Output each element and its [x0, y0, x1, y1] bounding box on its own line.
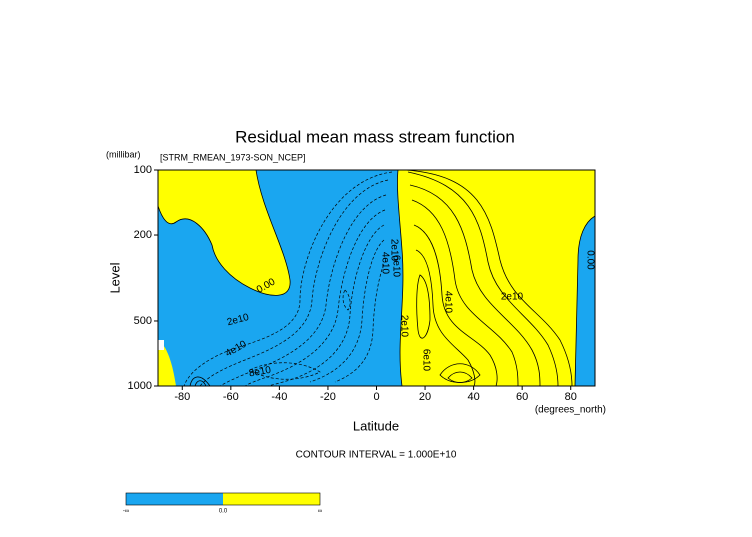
x-tick-label: 80 — [565, 391, 577, 403]
x-tick-label: 20 — [419, 391, 431, 403]
x-tick-label: -60 — [223, 391, 239, 403]
contour-label: 6e10 — [390, 255, 401, 278]
colorbar-label: -∞ — [123, 509, 129, 515]
contour-label: 4e10 — [379, 252, 390, 275]
x-axis-label: Latitude — [353, 418, 399, 433]
y-units: (millibar) — [106, 149, 141, 159]
colorbar-swatch — [126, 493, 223, 505]
positive-contours — [189, 170, 573, 386]
x-tick-label: 40 — [467, 391, 479, 403]
contour-label: 2e10 — [501, 292, 524, 303]
subtitle: [STRM_RMEAN_1973-SON_NCEP] — [160, 152, 306, 162]
chart-title: Residual mean mass stream function — [235, 127, 515, 146]
contour-label: 2e10 — [388, 239, 399, 262]
colorbar-label: 0.0 — [219, 509, 228, 515]
y-tick-label: 500 — [134, 315, 152, 327]
negative-contours — [183, 171, 393, 386]
zero-contours — [158, 170, 595, 386]
y-tick-label: 100 — [134, 164, 152, 176]
y-tick-label: 1000 — [128, 380, 152, 392]
contour-label: 8e10 — [248, 365, 272, 380]
missing-data — [158, 340, 164, 350]
y-tick-label: 200 — [134, 229, 152, 241]
x-units: (degrees_north) — [535, 405, 606, 416]
colorbar-swatch — [223, 493, 320, 505]
x-tick-label: -40 — [271, 391, 287, 403]
y-axis-label: Level — [107, 262, 122, 293]
contour-label: 2e10 — [398, 315, 409, 338]
contour-interval-note: CONTOUR INTERVAL = 1.000E+10 — [296, 450, 457, 461]
x-tick-label: 0 — [373, 391, 379, 403]
colorbar-frame — [125, 492, 321, 506]
contour-label: 6e10 — [420, 349, 431, 372]
contour-label: 0.00 — [584, 250, 595, 270]
x-tick-label: 60 — [516, 391, 528, 403]
colorbar-label: ∞ — [318, 509, 322, 515]
positive-region — [397, 170, 595, 386]
positive-region — [158, 170, 291, 296]
x-tick-label: -20 — [320, 391, 336, 403]
contour-field — [158, 170, 595, 386]
x-tick-label: -80 — [174, 391, 190, 403]
positive-region — [158, 340, 176, 386]
contour-label: 4e10 — [442, 291, 453, 314]
